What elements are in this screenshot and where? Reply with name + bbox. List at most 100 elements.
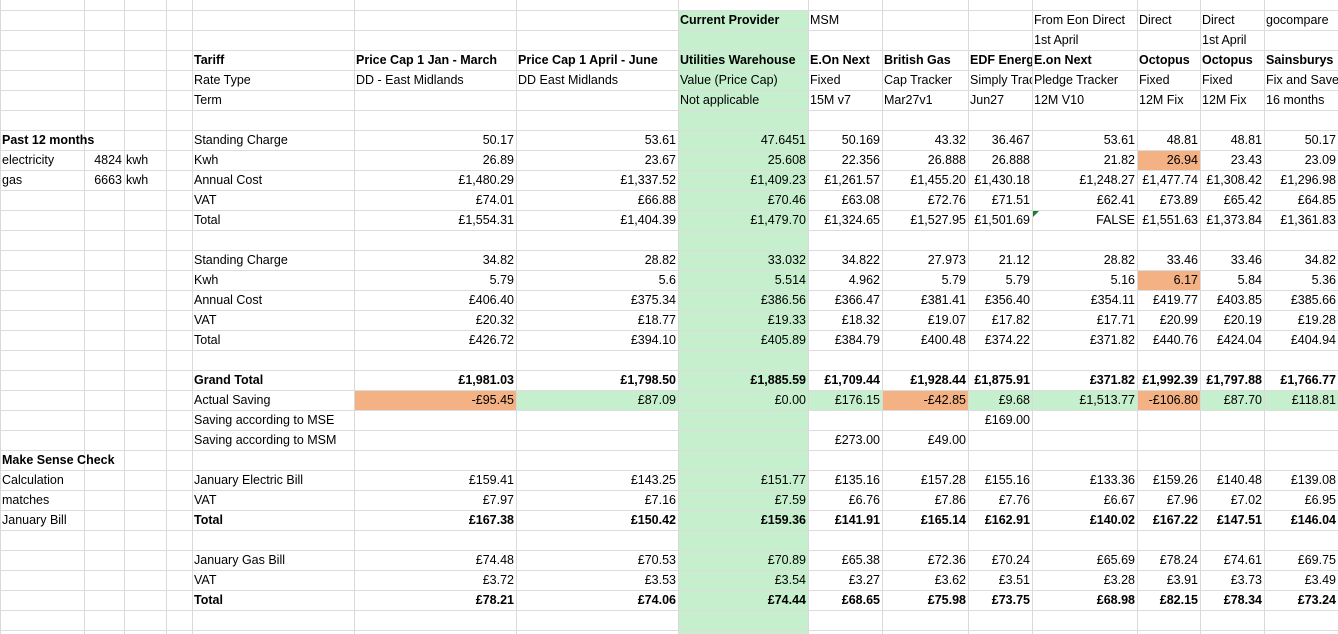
gas-kwh-label[interactable]: Kwh	[194, 273, 219, 287]
gas-vat[interactable]: £17.71	[1096, 313, 1135, 327]
january-electric-total-value[interactable]: £146.04	[1290, 513, 1336, 527]
column-source-label[interactable]: Direct	[1202, 13, 1235, 27]
electric-standing-charge-label[interactable]: Standing Charge	[194, 133, 288, 147]
grand-total-label[interactable]: Grand Total	[194, 373, 264, 387]
gas-kwh[interactable]: 5.6	[658, 273, 676, 287]
january-electric-bill-value[interactable]: £133.36	[1089, 473, 1135, 487]
gas-annual-cost[interactable]: £385.66	[1290, 293, 1336, 307]
january-electric-total-value[interactable]: £165.14	[920, 513, 966, 527]
rate-type[interactable]: Fix and Save	[1266, 73, 1338, 87]
electricity-unit[interactable]: kwh	[126, 153, 149, 167]
january-gas-total-value[interactable]: £74.06	[637, 593, 676, 607]
electric-vat[interactable]: £63.08	[841, 193, 880, 207]
gas-standing-charge[interactable]: 33.46	[1230, 253, 1262, 267]
tariff-name[interactable]: Octopus	[1202, 53, 1253, 67]
january-gas-vat-value[interactable]: £3.49	[1304, 573, 1336, 587]
january-electric-vat-value[interactable]: £6.76	[848, 493, 880, 507]
column-source-note[interactable]: 1st April	[1034, 33, 1079, 47]
january-gas-bill-value[interactable]: £70.89	[767, 553, 806, 567]
electric-standing-charge[interactable]: 50.169	[841, 133, 880, 147]
january-electric-total-value[interactable]: £159.36	[760, 513, 806, 527]
column-source-note[interactable]	[808, 30, 882, 50]
gas-kwh[interactable]: 5.36	[1311, 273, 1336, 287]
january-electric-bill-value[interactable]: £139.08	[1290, 473, 1336, 487]
electric-annual-cost[interactable]: £1,337.52	[620, 173, 676, 187]
electric-annual-cost[interactable]: £1,477.74	[1142, 173, 1198, 187]
column-source-label[interactable]	[516, 10, 678, 30]
january-electric-total-value[interactable]: £167.38	[468, 513, 514, 527]
tariff-name[interactable]: E.On Next	[810, 53, 870, 67]
gas-annual-cost[interactable]: £406.40	[468, 293, 514, 307]
gas-unit[interactable]: kwh	[126, 173, 149, 187]
gas-vat[interactable]: £18.32	[841, 313, 880, 327]
column-source-label[interactable]: Direct	[1139, 13, 1172, 27]
january-gas-vat-value[interactable]: £3.28	[1103, 573, 1135, 587]
gas-kwh[interactable]: 4.962	[848, 273, 880, 287]
term-value[interactable]: Not applicable	[680, 93, 760, 107]
january-gas-vat-value[interactable]: £3.62	[934, 573, 966, 587]
january-electric-vat-value[interactable]: £7.59	[774, 493, 806, 507]
electric-kwh-label[interactable]: Kwh	[194, 153, 219, 167]
tariff-name[interactable]: Sainsburys	[1266, 53, 1334, 67]
rate-type[interactable]: Fixed	[1202, 73, 1233, 87]
january-electric-vat-value[interactable]: £7.02	[1230, 493, 1262, 507]
electric-total[interactable]: £1,324.65	[824, 213, 880, 227]
gas-kwh[interactable]: 5.84	[1237, 273, 1262, 287]
january-gas-bill-label[interactable]: January Gas Bill	[194, 553, 286, 567]
column-source-note[interactable]	[1137, 30, 1200, 50]
saving-msm-value[interactable]	[354, 430, 516, 450]
grand-total-value[interactable]: £371.82	[1089, 373, 1135, 387]
actual-saving-value[interactable]: £87.70	[1223, 393, 1262, 407]
column-source-note[interactable]	[678, 30, 808, 50]
grand-total-value[interactable]: £1,875.91	[974, 373, 1030, 387]
january-gas-vat-value[interactable]: £3.72	[482, 573, 514, 587]
january-gas-total-value[interactable]: £74.44	[767, 593, 806, 607]
electric-total[interactable]: FALSE	[1096, 213, 1135, 227]
saving-mse-value[interactable]	[678, 410, 808, 430]
gas-vat[interactable]: £17.82	[991, 313, 1030, 327]
gas-kwh[interactable]: 5.16	[1110, 273, 1135, 287]
actual-saving-label[interactable]: Actual Saving	[194, 393, 271, 407]
electric-kwh[interactable]: 26.888	[927, 153, 966, 167]
electric-total[interactable]: £1,551.63	[1142, 213, 1198, 227]
gas-annual-cost[interactable]: £375.34	[630, 293, 676, 307]
gas-annual-cost[interactable]: £403.85	[1216, 293, 1262, 307]
grand-total-value[interactable]: £1,709.44	[824, 373, 880, 387]
gas-kwh[interactable]: 5.79	[941, 273, 966, 287]
gas-annual-cost[interactable]: £386.56	[760, 293, 806, 307]
gas-annual-cost-label[interactable]: Annual Cost	[194, 293, 263, 307]
electric-vat[interactable]: £62.41	[1096, 193, 1135, 207]
term-value[interactable]: 12M Fix	[1202, 93, 1247, 107]
gas-total[interactable]: £440.76	[1152, 333, 1198, 347]
gas-vat[interactable]: £20.19	[1223, 313, 1262, 327]
electric-total[interactable]: £1,501.69	[974, 213, 1030, 227]
tariff-label[interactable]: Tariff	[194, 53, 225, 67]
saving-msm-label[interactable]: Saving according to MSM	[194, 433, 337, 447]
rate-type[interactable]: DD East Midlands	[518, 73, 619, 87]
january-gas-bill-value[interactable]: £69.75	[1297, 553, 1336, 567]
electric-vat-label[interactable]: VAT	[194, 193, 217, 207]
january-gas-bill-value[interactable]: £70.53	[637, 553, 676, 567]
january-electric-vat-value[interactable]: £7.76	[998, 493, 1030, 507]
electric-kwh[interactable]: 26.94	[1166, 153, 1198, 167]
column-source-label[interactable]: MSM	[810, 13, 840, 27]
gas-kwh[interactable]: 5.79	[1005, 273, 1030, 287]
term-value[interactable]	[354, 90, 516, 110]
electric-annual-cost[interactable]: £1,430.18	[974, 173, 1030, 187]
grand-total-value[interactable]: £1,981.03	[458, 373, 514, 387]
tariff-name[interactable]: Price Cap 1 April - June	[518, 53, 658, 67]
january-electric-bill-value[interactable]: £159.26	[1152, 473, 1198, 487]
gas-total[interactable]: £394.10	[630, 333, 676, 347]
january-electric-bill-value[interactable]: £140.48	[1216, 473, 1262, 487]
gas-standing-charge-label[interactable]: Standing Charge	[194, 253, 288, 267]
gas-standing-charge[interactable]: 34.82	[482, 253, 514, 267]
january-gas-bill-value[interactable]: £74.61	[1223, 553, 1262, 567]
actual-saving-value[interactable]: -£95.45	[471, 393, 514, 407]
january-electric-total-value[interactable]: £167.22	[1152, 513, 1198, 527]
electric-total-label[interactable]: Total	[194, 213, 221, 227]
gas-standing-charge[interactable]: 27.973	[927, 253, 966, 267]
gas-total[interactable]: £424.04	[1216, 333, 1262, 347]
saving-msm-value[interactable]	[678, 430, 808, 450]
electric-vat[interactable]: £71.51	[991, 193, 1030, 207]
